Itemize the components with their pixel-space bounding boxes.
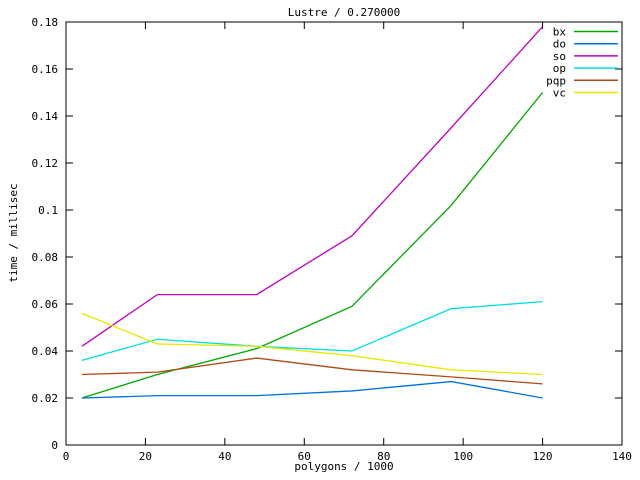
- x-tick-label: 100: [453, 450, 473, 463]
- x-tick-label: 40: [218, 450, 231, 463]
- x-tick-label: 140: [612, 450, 632, 463]
- y-tick-label: 0.1: [38, 204, 58, 217]
- legend-label-op: op: [553, 62, 566, 75]
- y-tick-label: 0: [51, 439, 58, 452]
- series-line-so: [81, 26, 544, 347]
- legend-label-pqp: pqp: [546, 74, 566, 87]
- legend-label-do: do: [553, 38, 566, 51]
- legend-label-bx: bx: [553, 26, 567, 39]
- y-tick-label: 0.14: [32, 110, 59, 123]
- x-tick-label: 60: [298, 450, 311, 463]
- series-line-bx: [81, 92, 544, 399]
- y-tick-label: 0.18: [32, 16, 59, 29]
- x-tick-label: 20: [139, 450, 152, 463]
- chart-title: Lustre / 0.270000: [287, 6, 401, 19]
- legend-label-vc: vc: [553, 87, 566, 100]
- y-tick-label: 0.04: [32, 345, 59, 358]
- plot-border: [65, 21, 623, 446]
- y-tick-label: 0.12: [32, 157, 59, 170]
- y-tick-label: 0.06: [32, 298, 59, 311]
- series-line-op: [81, 301, 543, 362]
- series-line-pqp: [81, 357, 543, 385]
- y-tick-label: 0.08: [32, 251, 59, 264]
- x-tick-label: 80: [377, 450, 390, 463]
- y-axis-label: time / millisec: [7, 183, 20, 283]
- series-line-vc: [81, 312, 543, 376]
- series-line-do: [81, 380, 543, 399]
- legend-label-so: so: [553, 50, 566, 63]
- y-tick-label: 0.02: [32, 392, 59, 405]
- x-tick-label: 0: [63, 450, 70, 463]
- y-tick-label: 0.16: [32, 63, 59, 76]
- x-axis-label: polygons / 1000: [294, 460, 394, 473]
- x-tick-label: 120: [533, 450, 553, 463]
